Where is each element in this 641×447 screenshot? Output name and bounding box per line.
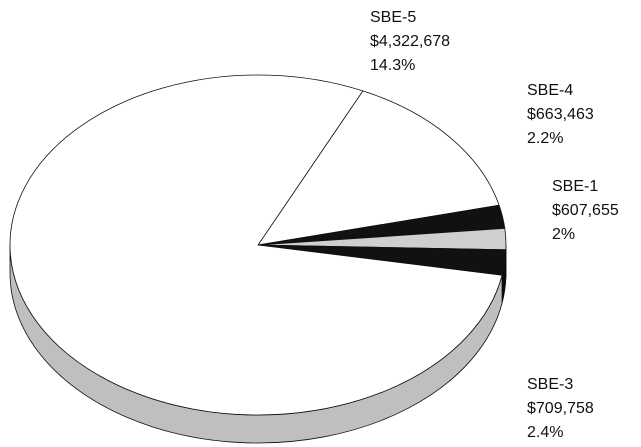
slice-amount: $607,655 [552,202,619,219]
slice-amount: $709,758 [527,400,594,417]
slice-percent: 2.2% [527,130,563,147]
slice-amount: $4,322,678 [370,33,450,50]
slice-percent: 14.3% [370,57,415,74]
slice [9,74,503,416]
slice-label: SBE-3 [527,376,573,393]
slice-amount: $663,463 [527,106,594,123]
slice-label: SBE-5 [370,9,416,26]
slice-label: SBE-4 [527,82,573,99]
slice-percent: 2% [552,226,575,243]
slice-percent: 2.4% [527,424,563,441]
slice-label: SBE-1 [552,178,598,195]
slice [257,90,500,246]
